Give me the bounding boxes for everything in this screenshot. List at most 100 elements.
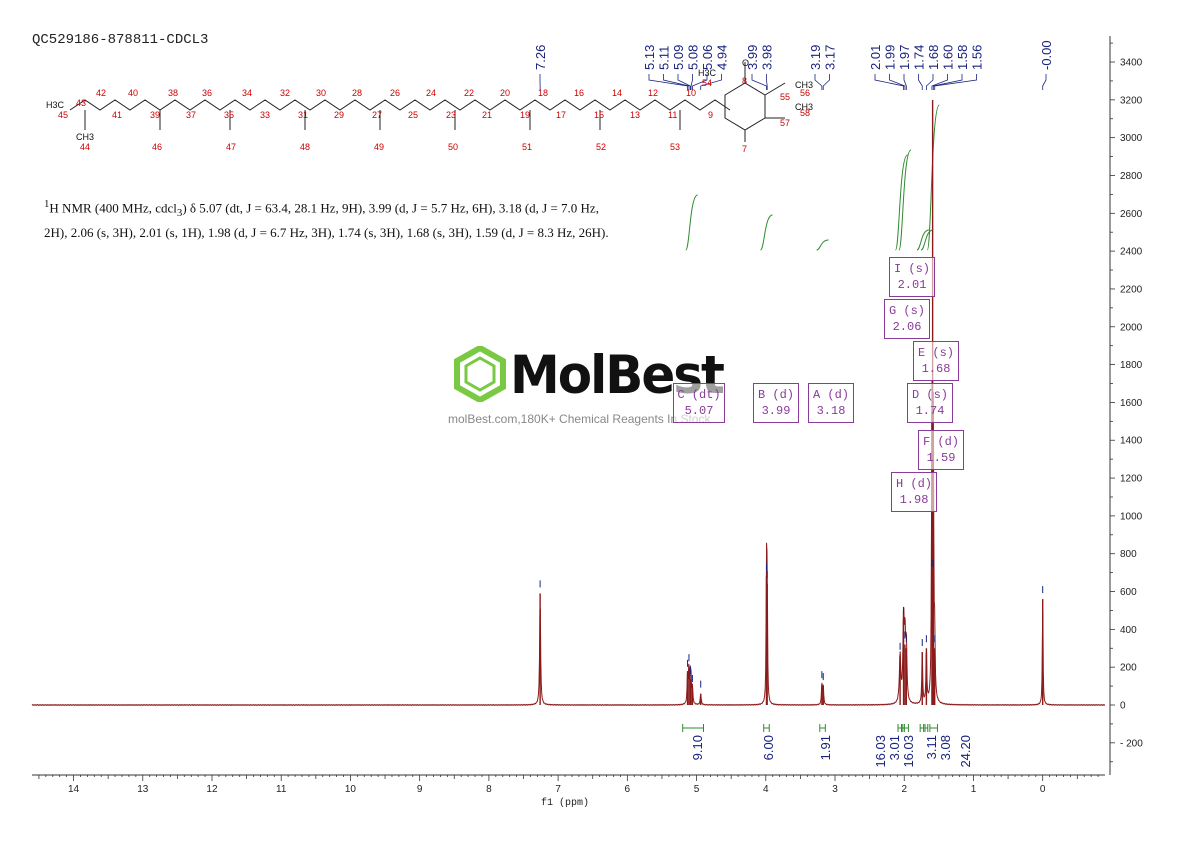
peak-leader-6 (700, 74, 722, 90)
multiplet-id: D (s) (911, 388, 948, 402)
structure-label-13: 32 (280, 88, 290, 98)
peak-label-6: 4.94 (715, 45, 730, 70)
integral-label-6: 3.11 (924, 735, 939, 759)
peak-leader-10 (822, 74, 830, 90)
multiplet-shift: 3.18 (816, 404, 846, 418)
structure-label-55: H3C (698, 68, 717, 78)
multiplet-id: C (dt) (677, 388, 721, 402)
multiplet-shift: 1.59 (926, 451, 956, 465)
structure-label-46: 53 (670, 142, 680, 152)
multiplet-shift: 1.98 (899, 493, 929, 507)
y-tick-label: 0 (1120, 701, 1126, 712)
structure-label-0: H3C (46, 100, 65, 110)
y-tick-label: 2400 (1120, 247, 1143, 258)
y-tick-label: 1600 (1120, 398, 1143, 409)
y-tick-label: 3400 (1120, 58, 1143, 69)
x-tick-label: 12 (206, 784, 218, 795)
y-tick-label: 1000 (1120, 511, 1143, 522)
nmr-isotope: 1 (44, 198, 50, 210)
peak-leader-5 (692, 74, 708, 90)
peak-label-18: 1.56 (970, 45, 985, 70)
multiplet-shift: 2.01 (897, 278, 927, 292)
x-tick-label: 0 (1040, 784, 1046, 795)
multiplet-box-a: A (d) 3.18 (808, 383, 854, 423)
structure-label-56: CH3 (795, 80, 813, 90)
chemical-structure: H3C4543424140393837363534333231302928272… (46, 58, 813, 154)
multiplet-id: B (d) (757, 388, 794, 402)
integral-label-8: 24.20 (958, 735, 973, 768)
integral-curve-2 (816, 239, 829, 251)
integral-label-5: 16.03 (901, 735, 916, 768)
integral-curve-7 (926, 104, 940, 251)
x-tick-label: 6 (625, 784, 631, 795)
y-tick-label: 600 (1120, 587, 1137, 598)
x-axis-label: f1 (ppm) (541, 797, 589, 809)
structure-label-41: 48 (300, 142, 310, 152)
multiplet-box-i: I (s) 2.01 (889, 257, 935, 297)
multiplet-id: I (s) (893, 262, 930, 276)
peak-leader-3 (677, 74, 691, 90)
peak-label-13: 1.97 (897, 45, 912, 70)
x-tick-label: 13 (137, 784, 149, 795)
structure-label-2: 43 (76, 98, 86, 108)
structure-label-54: 8 (742, 76, 747, 86)
multiplet-shift: 1.74 (915, 404, 945, 418)
nmr-solvent-sub: 3 (176, 206, 183, 219)
structure-label-5: 40 (128, 88, 138, 98)
multiplet-id: F (d) (922, 435, 959, 449)
structure-label-50: 57 (780, 118, 790, 128)
peak-label-7: 3.99 (745, 45, 760, 70)
multiplet-box-g: G (s) 2.06 (884, 299, 930, 339)
structure-label-9: 36 (202, 88, 212, 98)
x-tick-label: 5 (694, 784, 700, 795)
structure-label-8: 37 (186, 110, 196, 120)
x-tick-label: 2 (901, 784, 907, 795)
peak-leader-19 (1042, 74, 1047, 90)
structure-label-51: 58 (800, 108, 810, 118)
peak-label-9: 3.19 (808, 45, 823, 70)
integral-label-0: 9.10 (690, 735, 705, 760)
sample-id: QC529186-878811-CDCL3 (32, 32, 209, 48)
multiplet-shift: 2.06 (892, 320, 922, 334)
structure-label-15: 30 (316, 88, 326, 98)
structure-label-27: 18 (538, 88, 548, 98)
peak-label-5: 5.06 (700, 45, 715, 70)
peak-label-14: 1.74 (912, 45, 927, 70)
structure-label-32: 13 (630, 110, 640, 120)
structure-label-44: 51 (522, 142, 532, 152)
structure-label-6: 39 (150, 110, 160, 120)
multiplet-box-f: F (d) 1.59 (918, 430, 964, 470)
methoxy-bond-1 (764, 82, 786, 96)
peak-leader-14 (918, 74, 923, 90)
integral-curve-6 (920, 229, 934, 251)
x-tick-label: 4 (763, 784, 769, 795)
peak-leader-15 (925, 74, 934, 90)
y-tick-label: - 200 (1120, 738, 1143, 749)
structure-label-23: 22 (464, 88, 474, 98)
structure-label-49: 56 (800, 88, 810, 98)
structure-label-30: 15 (594, 110, 604, 120)
structure-label-22: 23 (446, 110, 456, 120)
structure-label-39: 46 (152, 142, 162, 152)
peak-label-1: 5.13 (642, 45, 657, 70)
integral-label-7: 3.08 (938, 735, 953, 760)
peak-leader-16 (931, 74, 948, 90)
nmr-body: ) δ 5.07 (dt, J = 63.4, 28.1 Hz, 9H), 3.… (44, 200, 609, 240)
structure-label-45: 52 (596, 142, 606, 152)
peak-label-17: 1.58 (955, 45, 970, 70)
multiplet-shift: 1.68 (921, 362, 951, 376)
structure-label-12: 33 (260, 110, 270, 120)
nmr-lead: H NMR (400 MHz, cdcl (49, 200, 177, 216)
structure-label-10: 35 (224, 110, 234, 120)
structure-label-29: 16 (574, 88, 584, 98)
multiplet-box-d: D (s) 1.74 (907, 383, 953, 423)
peak-leader-11 (874, 74, 904, 90)
multiplet-id: E (s) (917, 346, 954, 360)
quinone-ring (724, 82, 766, 131)
peak-label-16: 1.60 (941, 45, 956, 70)
structure-label-38: 44 (80, 142, 90, 152)
multiplet-box-b: B (d) 3.99 (753, 383, 799, 423)
peak-label-4: 5.08 (686, 45, 701, 70)
x-tick-label: 14 (68, 784, 80, 795)
